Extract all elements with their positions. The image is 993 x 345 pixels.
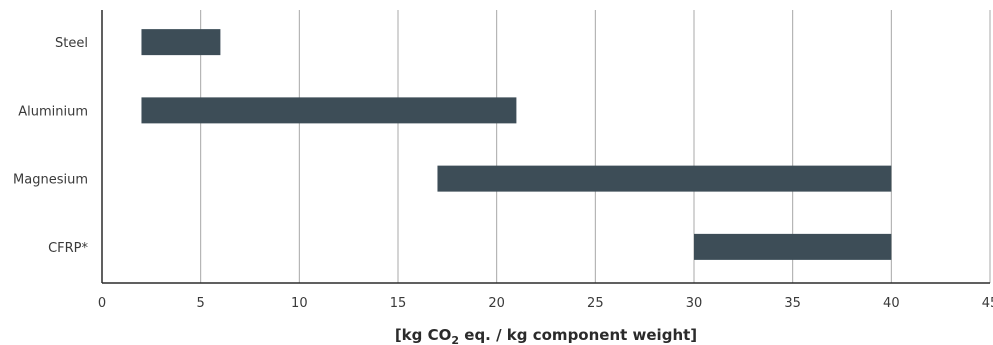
x-tick-label-40: 40 bbox=[883, 296, 900, 311]
x-tick-label-0: 0 bbox=[98, 296, 106, 311]
category-label-magnesium: Magnesium bbox=[13, 173, 88, 188]
x-tick-label-10: 10 bbox=[291, 296, 308, 311]
category-label-aluminium: Aluminium bbox=[18, 104, 88, 119]
category-label-steel: Steel bbox=[55, 36, 88, 51]
x-axis-title: [kg CO2 eq. / kg component weight] bbox=[395, 326, 697, 345]
category-labels: Steel Aluminium Magnesium CFRP* bbox=[13, 36, 88, 256]
x-tick-label-35: 35 bbox=[784, 296, 801, 311]
x-tick-label-20: 20 bbox=[488, 296, 505, 311]
gridlines bbox=[200, 10, 991, 283]
x-tick-label-5: 5 bbox=[197, 296, 205, 311]
x-tick-label-30: 30 bbox=[686, 296, 703, 311]
bar-aluminium bbox=[141, 97, 517, 124]
x-tick-label-15: 15 bbox=[390, 296, 407, 311]
bars bbox=[141, 29, 892, 260]
bar-magnesium bbox=[437, 165, 892, 192]
x-tick-labels: 0 5 10 15 20 25 30 35 40 45 bbox=[98, 296, 993, 311]
x-tick-label-45: 45 bbox=[982, 296, 993, 311]
x-tick-label-25: 25 bbox=[587, 296, 604, 311]
bar-cfrp bbox=[694, 233, 892, 260]
category-label-cfrp: CFRP* bbox=[48, 241, 88, 256]
bar-steel bbox=[141, 29, 221, 56]
